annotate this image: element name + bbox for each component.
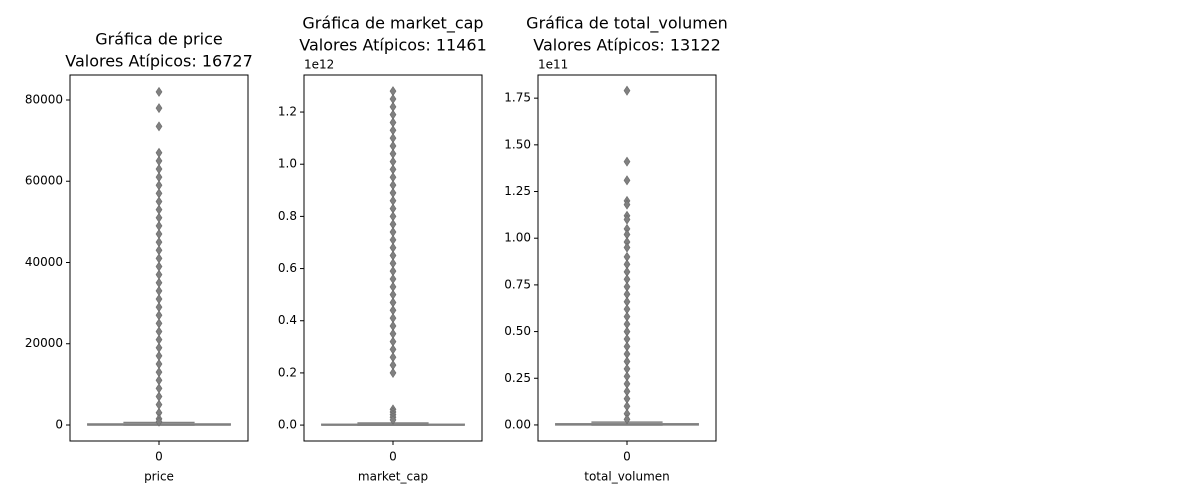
outlier [623, 199, 631, 210]
y-tick-label: 20000 [25, 336, 63, 350]
chart-subtitle: Valores Atípicos: 13122 [533, 36, 721, 55]
y-tick-label: 1.0 [278, 157, 297, 171]
chart-subtitle: Valores Atípicos: 11461 [299, 36, 487, 55]
x-axis-label: price [144, 470, 174, 484]
y-tick-label: 80000 [25, 92, 63, 106]
y-tick-label: 0.0 [278, 418, 297, 432]
y-tick-label: 0.00 [504, 417, 531, 431]
outlier [623, 414, 631, 425]
offset-text: 1e11 [538, 58, 568, 72]
x-axis-label: total_volumen [584, 470, 670, 484]
x-axis-label: market_cap [358, 470, 428, 484]
y-tick-label: 1.50 [504, 137, 531, 151]
outlier [155, 416, 163, 427]
outlier [623, 85, 631, 96]
y-tick-label: 0.2 [278, 365, 297, 379]
axes-frame [69, 74, 249, 442]
y-tick-label: 40000 [25, 255, 63, 269]
x-tick-label: 0 [623, 450, 631, 464]
y-tick-label: 1.00 [504, 231, 531, 245]
outlier [389, 367, 397, 378]
outlier [389, 414, 397, 425]
offset-text: 1e12 [304, 58, 334, 72]
chart-title: Gráfica de price [95, 30, 222, 49]
outlier [155, 86, 163, 97]
y-tick-label: 60000 [25, 174, 63, 188]
outlier [623, 175, 631, 186]
y-tick-label: 0.50 [504, 324, 531, 338]
axes-frame [537, 74, 717, 442]
axes-frame [303, 74, 483, 442]
x-tick-label: 0 [155, 450, 163, 464]
y-tick-label: 1.75 [504, 91, 531, 105]
y-tick-label: 0.25 [504, 371, 531, 385]
outlier [155, 121, 163, 132]
chart-title: Gráfica de market_cap [302, 14, 483, 34]
outlier [155, 103, 163, 114]
chart-title: Gráfica de total_volumen [526, 14, 728, 34]
y-tick-label: 1.25 [504, 184, 531, 198]
y-tick-label: 1.2 [278, 105, 297, 119]
y-tick-label: 0.75 [504, 277, 531, 291]
y-tick-label: 0.4 [278, 313, 297, 327]
y-tick-label: 0 [55, 417, 63, 431]
y-tick-label: 0.8 [278, 209, 297, 223]
chart-subtitle: Valores Atípicos: 16727 [65, 52, 253, 71]
outlier [623, 242, 631, 253]
x-tick-label: 0 [389, 450, 397, 464]
y-tick-label: 0.6 [278, 261, 297, 275]
outlier [623, 156, 631, 167]
